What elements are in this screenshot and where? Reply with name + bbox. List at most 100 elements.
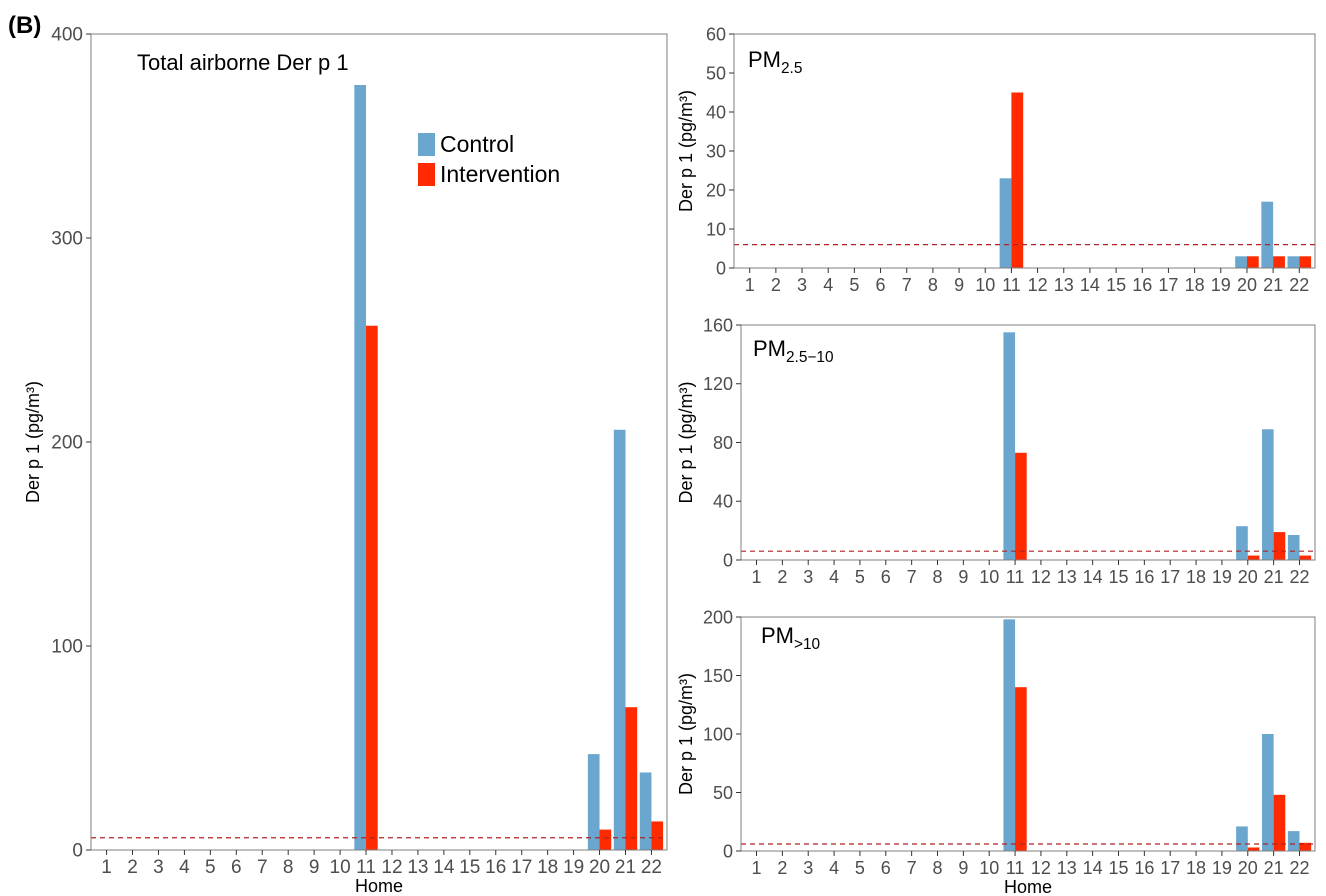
panel-title: PM2.5 bbox=[748, 47, 802, 77]
x-tick-label: 15 bbox=[1106, 275, 1126, 295]
bar-control-home-21 bbox=[613, 429, 626, 850]
legend-label-control: Control bbox=[440, 131, 514, 157]
bar-control-home-11 bbox=[999, 178, 1012, 268]
x-tick-label: 16 bbox=[1132, 275, 1152, 295]
x-tick-label: 5 bbox=[855, 858, 865, 878]
panel-frame bbox=[90, 33, 668, 851]
x-tick-label: 10 bbox=[979, 858, 999, 878]
x-tick-label: 4 bbox=[823, 275, 833, 295]
x-tick-label: 15 bbox=[459, 857, 480, 878]
panel-title: Total airborne Der p 1 bbox=[137, 50, 349, 75]
x-tick-label: 16 bbox=[1134, 567, 1154, 587]
x-tick-label: 6 bbox=[876, 275, 886, 295]
y-tick-label: 100 bbox=[703, 724, 733, 744]
x-tick-label: 22 bbox=[1289, 275, 1309, 295]
y-tick-label: 20 bbox=[706, 180, 726, 200]
x-tick-label: 20 bbox=[589, 857, 610, 878]
x-tick-label: 21 bbox=[1264, 567, 1284, 587]
x-tick-label: 20 bbox=[1237, 275, 1257, 295]
bar-control-home-20 bbox=[1235, 256, 1247, 268]
y-tick-label: 160 bbox=[703, 315, 733, 335]
x-tick-label: 22 bbox=[641, 857, 662, 878]
x-tick-label: 3 bbox=[803, 858, 813, 878]
bar-control-home-21 bbox=[1261, 201, 1274, 268]
x-tick-label: 9 bbox=[958, 858, 968, 878]
x-tick-label: 18 bbox=[537, 857, 558, 878]
x-axis-title: Home bbox=[1004, 877, 1052, 896]
y-tick-label: 30 bbox=[706, 141, 726, 161]
x-tick-label: 9 bbox=[954, 275, 964, 295]
bar-intervention-home-21 bbox=[1273, 256, 1285, 268]
x-tick-label: 10 bbox=[330, 857, 351, 878]
x-tick-label: 21 bbox=[1263, 275, 1283, 295]
panel-frame bbox=[733, 33, 1316, 269]
x-tick-label: 17 bbox=[1160, 858, 1180, 878]
y-tick-label: 100 bbox=[51, 637, 83, 658]
x-tick-label: 15 bbox=[1108, 858, 1128, 878]
bar-control-home-11 bbox=[354, 85, 367, 850]
bar-control-home-11 bbox=[1003, 619, 1016, 851]
x-tick-label: 8 bbox=[932, 567, 942, 587]
bar-intervention-home-22 bbox=[1299, 555, 1312, 560]
bar-intervention-home-20 bbox=[1247, 555, 1260, 560]
x-tick-label: 1 bbox=[101, 857, 112, 878]
x-tick-label: 20 bbox=[1238, 567, 1258, 587]
x-tick-label: 19 bbox=[1211, 275, 1231, 295]
y-tick-label: 300 bbox=[51, 229, 83, 250]
y-tick-label: 120 bbox=[703, 374, 733, 394]
y-tick-label: 0 bbox=[723, 550, 733, 570]
legend: Control Intervention bbox=[418, 131, 560, 187]
x-tick-label: 8 bbox=[928, 275, 938, 295]
legend-swatch-intervention bbox=[418, 163, 435, 186]
bar-intervention-home-21 bbox=[1273, 532, 1286, 560]
x-tick-label: 10 bbox=[979, 567, 999, 587]
bar-intervention-home-11 bbox=[1011, 92, 1024, 268]
y-tick-label: 50 bbox=[706, 63, 726, 83]
y-tick-label: 50 bbox=[713, 783, 733, 803]
y-tick-label: 200 bbox=[703, 607, 733, 627]
x-tick-label: 2 bbox=[777, 567, 787, 587]
x-tick-label: 13 bbox=[1057, 567, 1077, 587]
bar-intervention-home-22 bbox=[1299, 842, 1312, 851]
panel-title-subscript: >10 bbox=[794, 636, 820, 653]
x-tick-label: 21 bbox=[1264, 858, 1284, 878]
x-tick-label: 6 bbox=[231, 857, 242, 878]
x-tick-label: 12 bbox=[1031, 858, 1051, 878]
bar-control-home-21 bbox=[1262, 734, 1274, 851]
y-tick-label: 10 bbox=[706, 219, 726, 239]
x-tick-label: 2 bbox=[771, 275, 781, 295]
x-tick-label: 5 bbox=[849, 275, 859, 295]
x-tick-label: 20 bbox=[1238, 858, 1258, 878]
x-tick-label: 1 bbox=[752, 858, 762, 878]
panel-title-subscript: 2.5 bbox=[781, 60, 802, 77]
bar-intervention-home-22 bbox=[1299, 256, 1312, 268]
y-tick-label: 80 bbox=[713, 433, 733, 453]
x-tick-label: 11 bbox=[1006, 858, 1025, 878]
x-tick-label: 6 bbox=[881, 567, 891, 587]
x-tick-label: 13 bbox=[1057, 858, 1077, 878]
x-tick-label: 13 bbox=[1054, 275, 1074, 295]
x-tick-label: 6 bbox=[881, 858, 891, 878]
x-tick-label: 7 bbox=[257, 857, 268, 878]
x-tick-label: 5 bbox=[855, 567, 865, 587]
bar-intervention-home-11 bbox=[1015, 687, 1027, 851]
x-tick-label: 14 bbox=[433, 857, 455, 878]
y-tick-label: 0 bbox=[723, 841, 733, 861]
x-tick-label: 10 bbox=[975, 275, 995, 295]
x-tick-label: 8 bbox=[283, 857, 294, 878]
bar-control-home-20 bbox=[1236, 826, 1248, 851]
x-axis-title: Home bbox=[355, 876, 403, 896]
x-tick-label: 7 bbox=[902, 275, 912, 295]
x-tick-label: 22 bbox=[1289, 858, 1309, 878]
x-tick-label: 12 bbox=[1031, 567, 1051, 587]
x-tick-label: 15 bbox=[1108, 567, 1128, 587]
x-tick-label: 14 bbox=[1083, 567, 1103, 587]
x-tick-label: 2 bbox=[127, 857, 138, 878]
bar-control-home-22 bbox=[1287, 831, 1300, 851]
bar-intervention-home-22 bbox=[651, 821, 664, 850]
x-tick-label: 7 bbox=[907, 858, 917, 878]
